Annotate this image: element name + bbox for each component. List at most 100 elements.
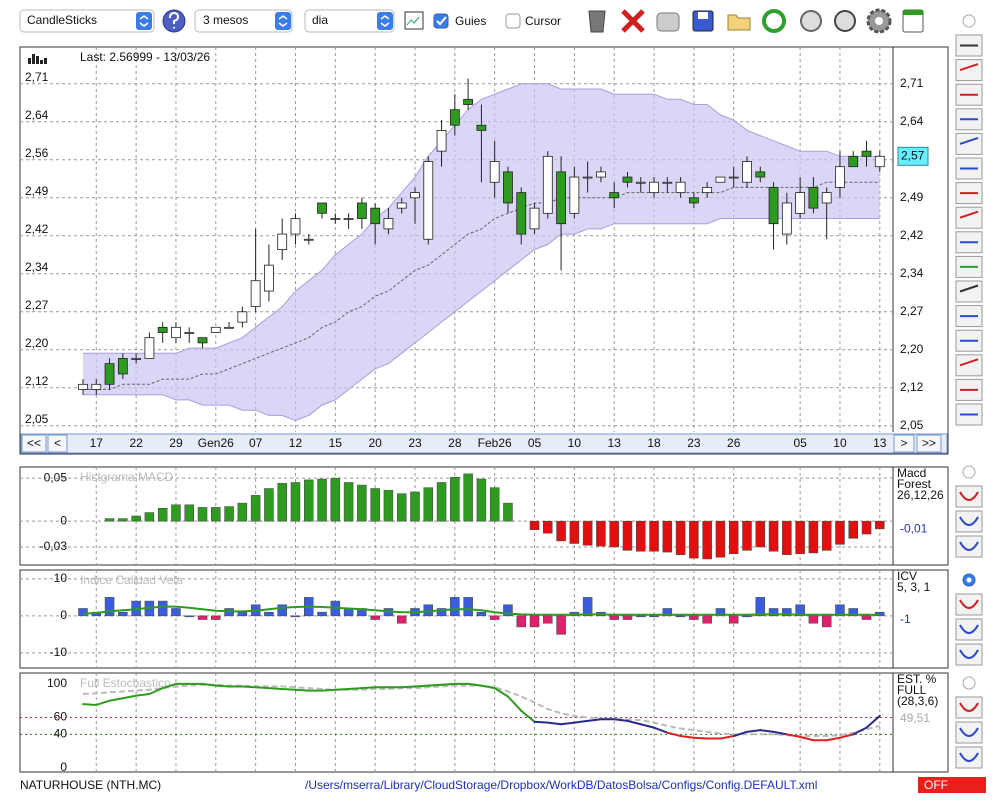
radio-button[interactable]	[962, 465, 976, 479]
y-tick-label: 0	[60, 760, 67, 774]
candle-body	[250, 280, 261, 308]
tool-button[interactable]	[955, 721, 983, 744]
tool-button[interactable]	[955, 485, 983, 508]
panel-legend: 26,12,26	[897, 488, 944, 502]
last-price-label: 2,57	[901, 149, 925, 163]
histogram-bar	[144, 512, 155, 522]
tool-button[interactable]	[955, 132, 983, 155]
oscillator-segment	[852, 726, 868, 736]
indicator-bar	[861, 615, 872, 620]
status-badge	[918, 777, 986, 793]
candle-body	[529, 207, 540, 230]
indicator-bar	[556, 615, 566, 635]
candle-body	[224, 326, 234, 329]
period-select[interactable]	[194, 9, 293, 33]
tool-button[interactable]	[955, 59, 983, 82]
radio-button[interactable]	[962, 676, 976, 690]
nav-button[interactable]	[21, 434, 47, 453]
histogram-bar	[702, 520, 712, 560]
checkbox[interactable]	[433, 13, 449, 29]
tool-button[interactable]	[955, 746, 983, 769]
chevron-glyph	[380, 15, 390, 27]
candle-body	[303, 238, 314, 241]
indicator-bar	[808, 615, 819, 624]
histogram-bar	[118, 518, 128, 522]
panel-frame	[19, 672, 949, 773]
y-tick-label: 2,64	[25, 108, 49, 122]
indicator-bar	[835, 604, 845, 617]
candle-body	[449, 109, 460, 126]
candle-body	[635, 181, 646, 184]
histogram-bar	[662, 520, 673, 553]
y-tick-label: 40	[54, 727, 68, 741]
currency-icon[interactable]	[834, 10, 856, 32]
candle-body	[542, 155, 553, 214]
oscillator-segment	[653, 726, 669, 734]
y-tick-label: 60	[54, 710, 68, 724]
tool-button[interactable]	[955, 643, 983, 666]
candle-body	[781, 202, 792, 235]
histogram-bar	[396, 493, 407, 522]
chart-settings-icon[interactable]	[404, 11, 424, 30]
y-tick-label: 0,05	[44, 470, 68, 484]
open-icon[interactable]	[727, 14, 751, 31]
tool-button[interactable]	[955, 206, 983, 229]
jar-icon[interactable]	[656, 12, 680, 32]
y-tick-label: 2,27	[25, 298, 49, 312]
tool-button[interactable]	[955, 510, 983, 533]
oscillator-segment	[135, 693, 151, 697]
chart-icon	[44, 58, 47, 64]
nav-button-label: >	[900, 436, 907, 450]
candle-body	[330, 218, 341, 220]
delete-icon[interactable]	[588, 10, 606, 33]
candle-body	[410, 192, 420, 199]
oscillator-segment	[865, 714, 881, 729]
x-tick-label: 20	[368, 436, 382, 450]
tool-button[interactable]	[955, 593, 983, 616]
oscillator-segment	[546, 721, 563, 726]
candle-body	[715, 176, 726, 183]
histogram-bar	[370, 488, 380, 522]
candle-body	[157, 326, 168, 333]
candle-body	[662, 181, 673, 184]
x-tick-label: 13	[873, 436, 887, 450]
histogram-bar	[423, 487, 434, 522]
nav-button[interactable]	[47, 434, 68, 453]
candle-body	[874, 155, 885, 168]
interval-select[interactable]	[304, 9, 395, 33]
histogram-bar	[450, 477, 460, 522]
tool-button[interactable]	[955, 618, 983, 641]
histogram-bar	[875, 520, 885, 530]
radio-button[interactable]	[962, 14, 976, 28]
oscillator-segment	[506, 695, 523, 712]
tool-glyph	[959, 752, 979, 762]
panel-title: Full Estochastico	[80, 676, 171, 690]
indicator-bar	[197, 615, 208, 620]
tool-button[interactable]	[955, 354, 983, 377]
tool-glyph	[959, 210, 979, 219]
tool-glyph	[959, 702, 979, 712]
oscillator-segment	[347, 687, 363, 690]
candle-body	[768, 187, 779, 225]
remove-icon[interactable]	[621, 9, 645, 33]
tool-button[interactable]	[955, 280, 983, 303]
refresh-icon[interactable]	[762, 9, 786, 33]
nav-button[interactable]	[916, 434, 942, 453]
current-value: -0,01	[900, 521, 928, 535]
x-axis-strip	[20, 433, 948, 454]
indicator-bar	[184, 615, 194, 618]
oscillator-segment	[294, 688, 310, 692]
y-tick-label-right: 2,12	[900, 380, 924, 394]
nav-button[interactable]	[893, 434, 915, 453]
tool-button[interactable]	[955, 696, 983, 719]
config-path[interactable]: /Users/mserra/Library/CloudStorage/Dropb…	[305, 778, 817, 792]
checkbox[interactable]	[505, 13, 521, 29]
chart-type-select[interactable]	[19, 9, 155, 33]
tool-button[interactable]	[955, 535, 983, 558]
upper-band	[83, 83, 880, 354]
reload-icon[interactable]	[800, 10, 822, 32]
help-glyph	[169, 11, 180, 29]
x-tick-label: 05	[793, 436, 807, 450]
oscillator-segment	[533, 720, 549, 724]
